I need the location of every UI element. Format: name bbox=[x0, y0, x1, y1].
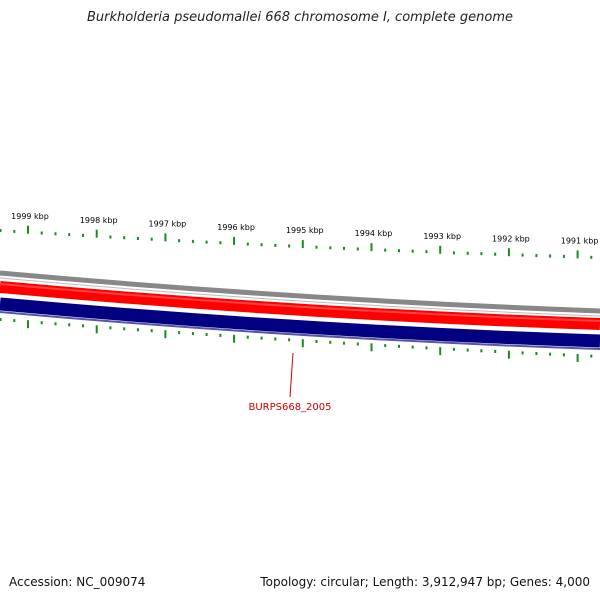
scale-label: 1991 kbp bbox=[561, 236, 599, 245]
lower-scale-ticks bbox=[0, 318, 593, 362]
forward-strand-highlight bbox=[0, 283, 600, 322]
genome-summary-text: Topology: circular; Length: 3,912,947 bp… bbox=[260, 575, 590, 589]
scale-label: 1999 kbp bbox=[11, 212, 49, 221]
reverse-strand-band bbox=[0, 297, 600, 348]
backbone-ring bbox=[0, 270, 600, 314]
forward-strand-band bbox=[0, 281, 600, 330]
gene-callout-line bbox=[289, 352, 294, 398]
scale-label: 1997 kbp bbox=[149, 220, 187, 229]
reverse-strand-edge bbox=[0, 311, 600, 350]
scale-label: 1994 kbp bbox=[355, 229, 393, 238]
scale-label: 1993 kbp bbox=[423, 232, 461, 241]
page-title: Burkholderia pseudomallei 668 chromosome… bbox=[86, 10, 514, 25]
upper-scale-ticks bbox=[0, 225, 593, 259]
scale-labels: 1999 kbp 1998 kbp 1997 kbp 1996 kbp 1995 kbp… bbox=[11, 212, 598, 246]
scale-label: 1992 kbp bbox=[492, 234, 530, 243]
scale-label: 1998 kbp bbox=[80, 216, 118, 225]
accession-text: Accession: NC_009074 bbox=[9, 575, 146, 589]
backbone-inner-line bbox=[0, 277, 600, 317]
gene-label: BURPS668_2005 bbox=[248, 402, 331, 413]
scale-label: 1995 kbp bbox=[286, 226, 324, 235]
scale-label: 1996 kbp bbox=[217, 223, 255, 232]
